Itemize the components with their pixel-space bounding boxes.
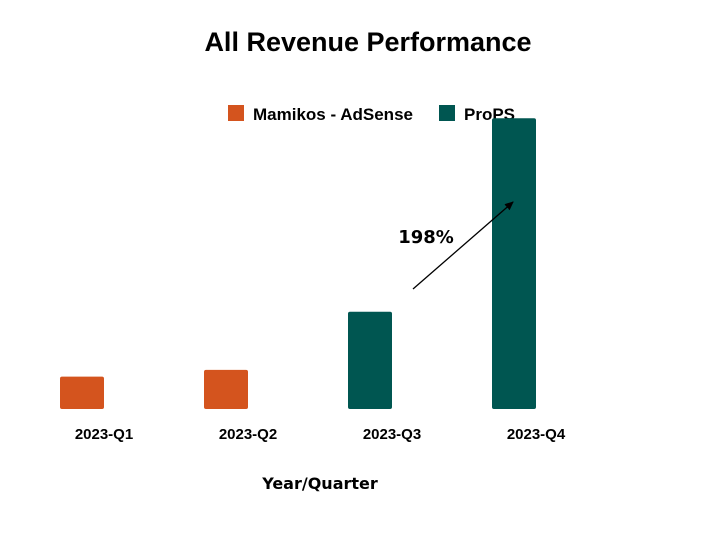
bars [60,118,536,409]
x-tick-2023-q2: 2023-Q2 [219,426,277,443]
x-tick-2023-q1: 2023-Q1 [75,426,133,443]
legend-swatch-adsense [228,105,244,121]
x-axis-label: Year/Quarter [261,474,378,493]
x-tick-2023-q4: 2023-Q4 [507,426,566,443]
x-tick-2023-q3: 2023-Q3 [363,426,421,443]
growth-annotation: 198% [398,201,514,290]
legend-label-adsense: Mamikos - AdSense [253,105,413,124]
legend-swatch-props [439,105,455,121]
bar-mamikos-adsense-2023-q2 [204,369,248,409]
legend: Mamikos - AdSense ProPS [228,105,515,124]
x-axis: 2023-Q1 2023-Q2 2023-Q3 2023-Q4 [75,426,566,443]
growth-percent-label: 198% [398,227,454,248]
bar-props-2023-q4 [492,118,536,409]
bar-props-2023-q3 [348,311,392,409]
growth-arrow [412,201,514,290]
bar-mamikos-adsense-2023-q1 [60,376,104,409]
chart-title: All Revenue Performance [204,27,531,57]
